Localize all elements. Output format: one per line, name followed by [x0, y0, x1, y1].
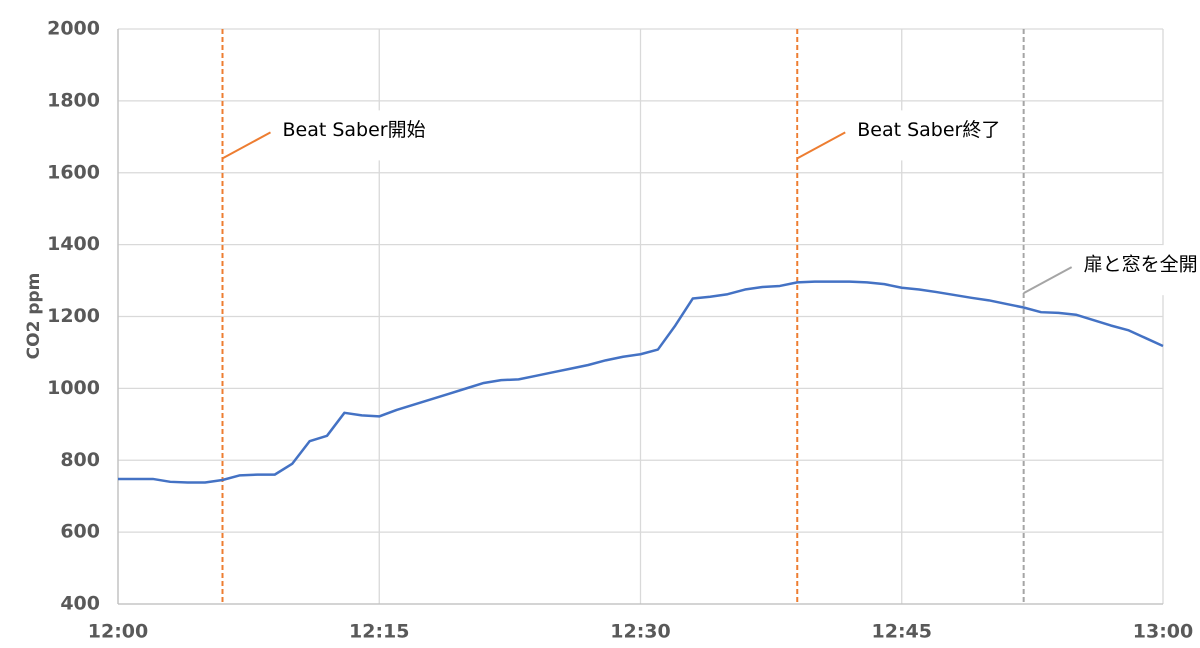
x-tick-label: 13:00 — [1133, 621, 1193, 643]
y-tick-label: 2000 — [47, 18, 100, 40]
annotation-label: Beat Saber開始 — [283, 119, 426, 141]
x-tick-label: 12:00 — [88, 621, 148, 643]
leader-line — [1023, 266, 1073, 295]
y-tick-label: 600 — [60, 521, 100, 543]
y-tick-label: 400 — [60, 593, 100, 615]
annotation-label: 扉と窓を全開 — [1084, 254, 1198, 276]
annotation-label: Beat Saber終了 — [857, 119, 1000, 141]
y-tick-label: 800 — [60, 449, 100, 471]
y-tick-label: 1200 — [47, 305, 100, 327]
x-tick-label: 12:15 — [349, 621, 409, 643]
label-bg — [1024, 245, 1200, 296]
x-tick-label: 12:45 — [872, 621, 932, 643]
leader-line — [796, 131, 846, 160]
y-tick-label: 1600 — [47, 161, 100, 183]
y-tick-label: 1800 — [47, 89, 100, 111]
y-tick-label: 1400 — [47, 233, 100, 255]
data-line — [118, 280, 1164, 484]
leader-line — [222, 131, 271, 160]
y-tick-label: 1000 — [47, 377, 100, 399]
x-tick-label: 12:30 — [610, 621, 670, 643]
y-axis-title: CO2 ppm — [24, 273, 44, 360]
